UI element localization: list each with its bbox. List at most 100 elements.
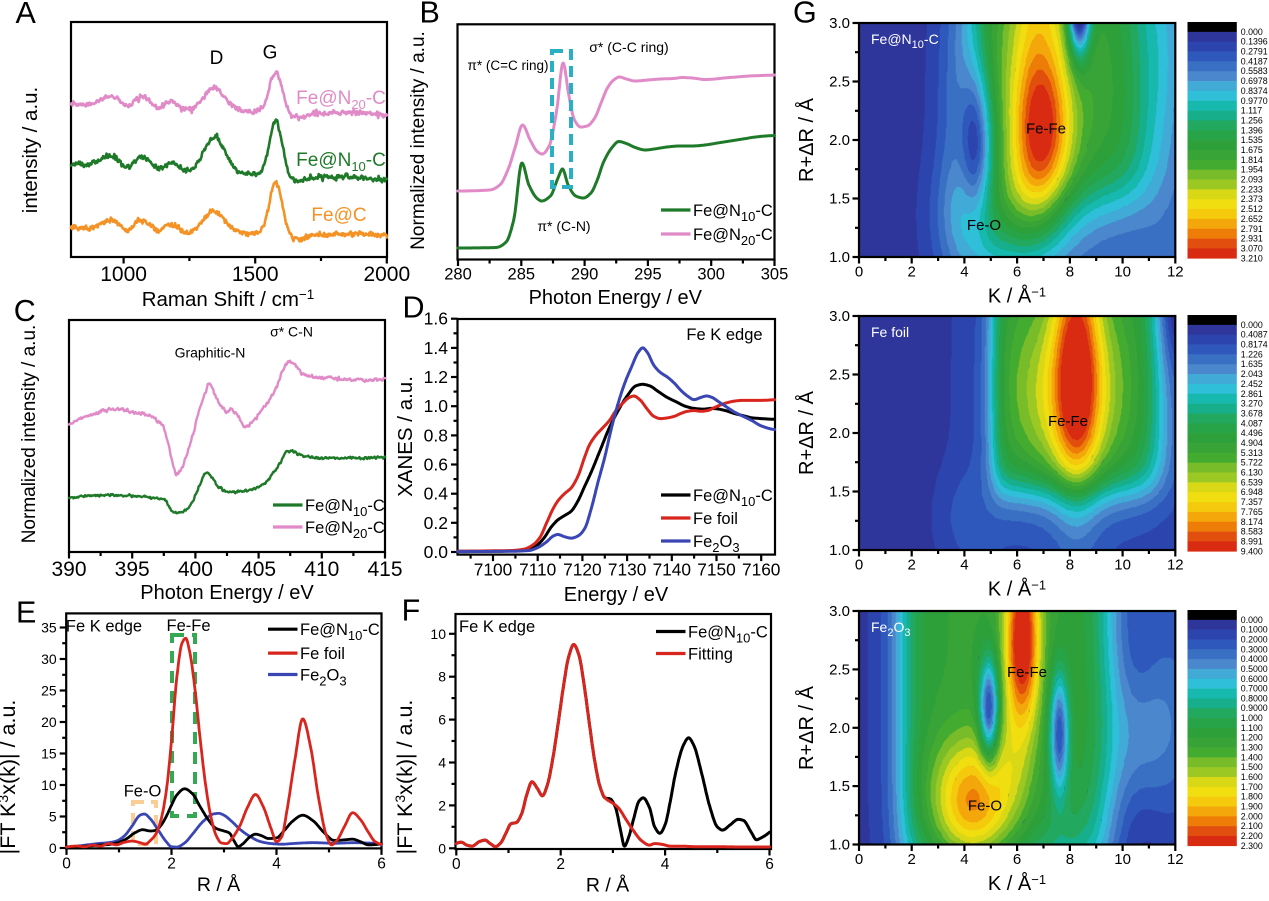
svg-text:0: 0 <box>452 856 461 873</box>
svg-text:D: D <box>403 291 425 325</box>
svg-text:0: 0 <box>855 264 863 281</box>
svg-text:6.130: 6.130 <box>1241 468 1263 478</box>
svg-text:0.4000: 0.4000 <box>1241 654 1268 664</box>
svg-text:Fitting: Fitting <box>688 646 733 664</box>
svg-text:0.6: 0.6 <box>424 455 448 475</box>
svg-text:2.5: 2.5 <box>829 367 850 384</box>
svg-text:2.931: 2.931 <box>1241 234 1263 244</box>
svg-text:0.2000: 0.2000 <box>1241 635 1268 645</box>
svg-text:0.5000: 0.5000 <box>1241 664 1268 674</box>
svg-text:1.6: 1.6 <box>424 309 448 329</box>
svg-text:F: F <box>402 594 421 628</box>
svg-text:285: 285 <box>508 266 536 284</box>
svg-text:7150: 7150 <box>697 560 735 580</box>
svg-text:2.5: 2.5 <box>829 661 850 678</box>
svg-text:0.4187: 0.4187 <box>1241 56 1268 66</box>
svg-text:1.0: 1.0 <box>829 249 850 266</box>
svg-text:1.954: 1.954 <box>1241 165 1263 175</box>
svg-text:15: 15 <box>41 746 57 762</box>
svg-text:0.000: 0.000 <box>1241 320 1263 330</box>
svg-text:300: 300 <box>697 266 725 284</box>
svg-text:intensity / a.u.: intensity / a.u. <box>19 87 42 213</box>
svg-text:6: 6 <box>765 856 774 873</box>
svg-text:7.357: 7.357 <box>1241 497 1263 507</box>
svg-text:1.635: 1.635 <box>1241 359 1263 369</box>
svg-text:1.117: 1.117 <box>1241 106 1262 116</box>
svg-text:7100: 7100 <box>474 560 512 580</box>
svg-text:4: 4 <box>960 264 968 281</box>
svg-text:30: 30 <box>41 651 57 667</box>
svg-text:Fe foil: Fe foil <box>693 510 738 528</box>
svg-text:10: 10 <box>1114 264 1131 281</box>
svg-text:1.800: 1.800 <box>1241 792 1263 802</box>
svg-text:390: 390 <box>51 558 86 581</box>
svg-text:9.400: 9.400 <box>1241 546 1263 556</box>
svg-text:290: 290 <box>571 266 599 284</box>
svg-text:Fe@N20-C: Fe@N20-C <box>296 88 386 112</box>
svg-text:π* (C=C ring): π* (C=C ring) <box>468 58 549 73</box>
svg-text:10: 10 <box>430 626 446 642</box>
svg-text:2.300: 2.300 <box>1241 841 1263 851</box>
svg-text:305: 305 <box>761 266 789 284</box>
svg-text:Fe-O: Fe-O <box>124 783 162 801</box>
svg-text:6: 6 <box>1013 557 1021 574</box>
svg-text:4: 4 <box>661 856 670 873</box>
svg-text:0.3000: 0.3000 <box>1241 644 1268 654</box>
svg-text:1.226: 1.226 <box>1241 349 1263 359</box>
svg-text:12: 12 <box>1167 264 1184 281</box>
svg-text:Normalized intensity / a.u.: Normalized intensity / a.u. <box>408 31 429 250</box>
svg-text:1000: 1000 <box>100 263 147 286</box>
svg-text:2.791: 2.791 <box>1241 224 1263 234</box>
svg-text:A: A <box>16 0 37 30</box>
svg-text:1.5: 1.5 <box>829 191 850 208</box>
svg-text:1.2: 1.2 <box>424 367 448 387</box>
svg-text:E: E <box>16 595 36 629</box>
svg-text:8: 8 <box>1066 851 1074 868</box>
svg-text:0.1000: 0.1000 <box>1241 625 1268 635</box>
svg-text:6: 6 <box>1013 851 1021 868</box>
svg-text:7130: 7130 <box>608 560 646 580</box>
svg-text:0.7000: 0.7000 <box>1241 684 1268 694</box>
svg-text:|FT K3x(k)| / a.u.: |FT K3x(k)| / a.u. <box>0 700 20 855</box>
svg-text:2.0: 2.0 <box>829 720 850 737</box>
svg-text:7.765: 7.765 <box>1241 507 1263 517</box>
svg-text:2.000: 2.000 <box>1241 811 1263 821</box>
svg-text:10: 10 <box>1114 851 1131 868</box>
svg-text:Fe-Fe: Fe-Fe <box>1026 121 1066 138</box>
svg-text:0.4087: 0.4087 <box>1241 330 1268 340</box>
svg-text:2.652: 2.652 <box>1241 214 1263 224</box>
svg-text:0.6978: 0.6978 <box>1241 76 1268 86</box>
svg-text:395: 395 <box>115 558 150 581</box>
svg-text:4: 4 <box>960 851 968 868</box>
svg-text:Fe K edge: Fe K edge <box>66 618 142 636</box>
svg-text:0.1396: 0.1396 <box>1241 37 1268 47</box>
svg-text:Fe-Fe: Fe-Fe <box>1048 413 1088 430</box>
svg-text:Photon Energy / eV: Photon Energy / eV <box>529 287 703 309</box>
svg-text:2: 2 <box>438 797 446 813</box>
svg-text:12: 12 <box>1167 557 1184 574</box>
svg-text:D: D <box>210 48 224 69</box>
svg-text:7160: 7160 <box>742 560 780 580</box>
svg-text:XANES / a.u.: XANES / a.u. <box>394 376 417 497</box>
svg-text:Fe-O: Fe-O <box>967 217 1001 234</box>
svg-text:405: 405 <box>241 558 276 581</box>
svg-text:|FT K3x(k)| / a.u.: |FT K3x(k)| / a.u. <box>392 700 417 855</box>
svg-text:Fe@N10-C: Fe@N10-C <box>296 150 386 174</box>
svg-text:1.100: 1.100 <box>1241 723 1263 733</box>
svg-text:2.0: 2.0 <box>829 425 850 442</box>
svg-text:0.8: 0.8 <box>424 425 448 445</box>
svg-text:Fe-Fe: Fe-Fe <box>166 617 210 635</box>
svg-text:0.9000: 0.9000 <box>1241 703 1268 713</box>
svg-text:25: 25 <box>41 683 57 699</box>
svg-text:1.5: 1.5 <box>829 778 850 795</box>
svg-text:0.2791: 0.2791 <box>1241 47 1268 57</box>
svg-text:2.512: 2.512 <box>1241 204 1263 214</box>
svg-text:Fe K edge: Fe K edge <box>459 618 535 636</box>
svg-text:2.043: 2.043 <box>1241 369 1263 379</box>
svg-text:12: 12 <box>1167 851 1184 868</box>
svg-text:2.452: 2.452 <box>1241 379 1263 389</box>
svg-text:0: 0 <box>438 840 446 856</box>
svg-text:3.0: 3.0 <box>829 308 850 325</box>
svg-text:Fe-O: Fe-O <box>968 798 1002 815</box>
svg-text:1.0: 1.0 <box>829 542 850 559</box>
